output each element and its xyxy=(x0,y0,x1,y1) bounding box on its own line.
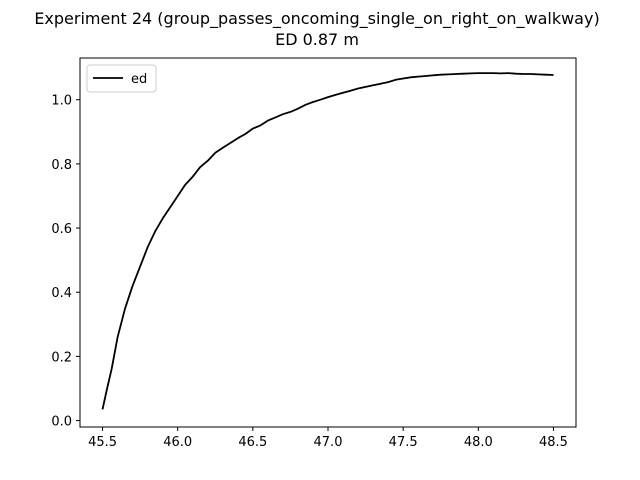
y-tick-label: 1.0 xyxy=(51,94,72,109)
y-axis: 0.0 0.2 0.4 0.6 0.8 1.0 xyxy=(51,94,80,430)
y-tick-label: 0.0 xyxy=(51,415,72,430)
y-tick-label: 0.4 xyxy=(51,286,72,301)
x-axis: 45.5 46.0 46.5 47.0 47.5 48.0 48.5 xyxy=(88,427,568,450)
x-tick-label: 48.0 xyxy=(464,435,493,450)
x-tick-label: 48.5 xyxy=(539,435,568,450)
plot-area: 45.5 46.0 46.5 47.0 47.5 48.0 48.5 0.00.20.40.… xyxy=(51,57,577,450)
y-tick-label: 0.8 xyxy=(51,158,72,173)
x-tick-label: 47.0 xyxy=(314,435,343,450)
y-tick-label: 0.6 xyxy=(51,222,72,237)
x-tick-label: 46.5 xyxy=(238,435,267,450)
x-tick-label: 45.5 xyxy=(88,435,117,450)
x-tick-label: 46.0 xyxy=(163,435,192,450)
chart-subtitle: ED 0.87 m xyxy=(275,30,359,49)
x-tick-label: 47.5 xyxy=(389,435,418,450)
legend-label: ed xyxy=(131,72,147,87)
legend: ed xyxy=(86,64,157,93)
series-layer xyxy=(101,72,554,410)
y-tick-label: 0.2 xyxy=(51,350,72,365)
plot-frame xyxy=(79,57,577,428)
series-line-ed xyxy=(101,72,554,410)
chart-title: Experiment 24 (group_passes_oncoming_sin… xyxy=(34,9,599,29)
